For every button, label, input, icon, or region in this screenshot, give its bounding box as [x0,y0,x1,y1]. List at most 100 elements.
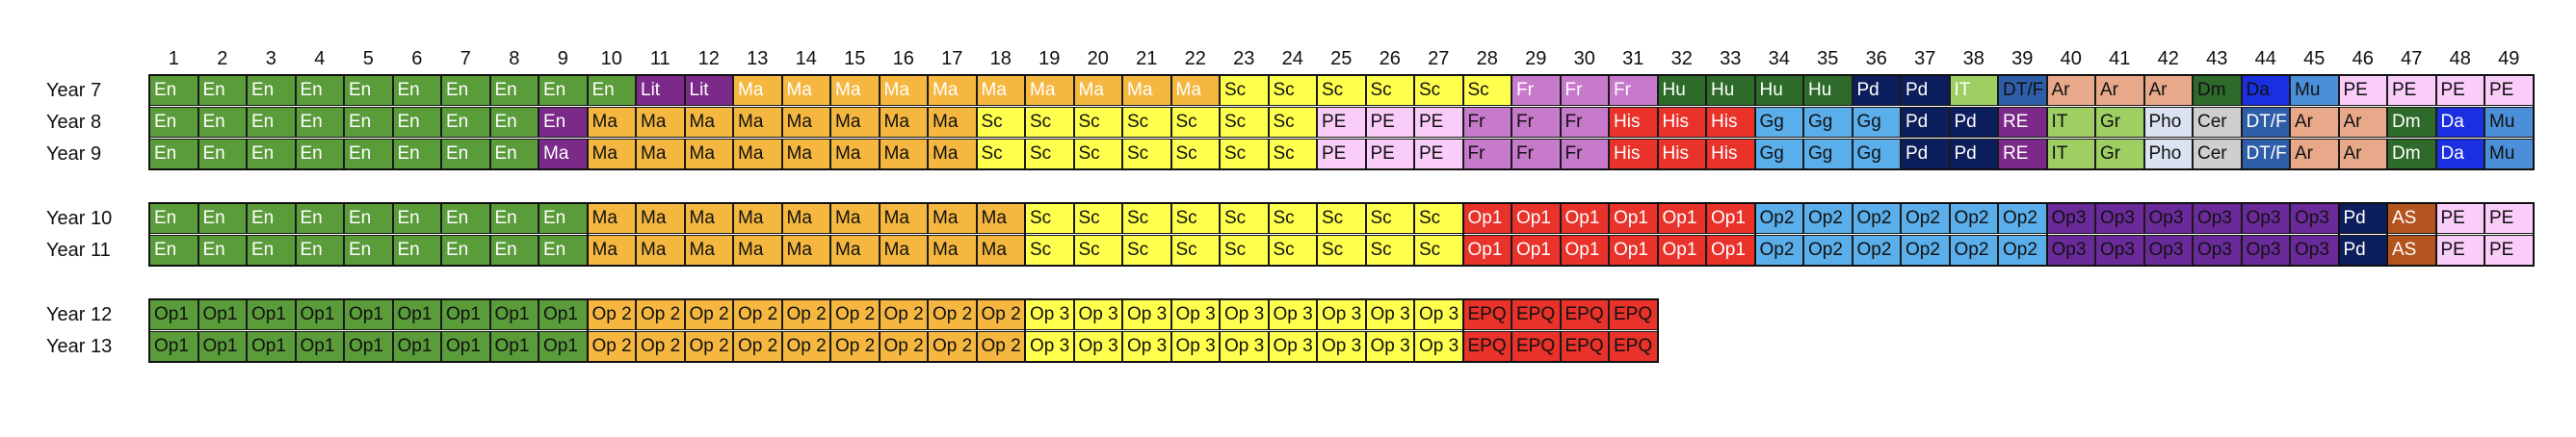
lesson-cell: PE [2484,203,2534,234]
lesson-cell: Sc [1365,203,1414,234]
column-number: 3 [265,48,276,69]
year-label: Year 8 [46,112,102,133]
lesson-cell: Op1 [295,331,344,362]
lesson-cell: En [247,235,296,266]
lesson-cell: Ma [1073,75,1122,106]
lesson-cell: PE [1365,139,1414,169]
lesson-cell: Op 2 [636,299,685,330]
column-number: 16 [892,48,914,69]
lesson-cell: En [149,75,198,106]
lesson-cell: Sc [1073,107,1122,138]
lesson-cell: En [197,139,247,169]
lesson-cell: Fr [1560,107,1609,138]
column-number: 2 [217,48,228,69]
lesson-cell: Ma [781,75,830,106]
column-number: 9 [557,48,568,69]
lesson-cell: Op 3 [1122,331,1171,362]
lesson-cell: Op 2 [587,331,636,362]
year-row: En En En En En En En En Ma Ma Ma Ma Ma Ma Ma Ma Ma Sc Sc Sc… [149,139,2534,169]
year-label: Year 7 [46,80,102,101]
lesson-cell: En [539,235,588,266]
lesson-cell: En [197,75,247,106]
lesson-cell: Sc [1170,107,1220,138]
column-number: 7 [460,48,471,69]
year-row: En En En En En En En En En Ma Ma Ma Ma Ma Ma Ma Ma Sc Sc Sc… [149,107,2534,138]
lesson-cell: Op 2 [781,331,830,362]
column-number: 28 [1476,48,1498,69]
lesson-cell: EPQ [1560,299,1609,330]
lesson-cell: His [1609,139,1658,169]
lesson-cell: Sc [976,107,1025,138]
lesson-cell: Ma [587,107,636,138]
lesson-cell: Ar [2143,75,2193,106]
lesson-cell: Sc [1122,235,1171,266]
lesson-cell: Op1 [441,331,490,362]
lesson-cell: En [247,139,296,169]
lesson-cell: Sc [1025,107,1074,138]
lesson-cell: Sc [1220,235,1269,266]
lesson-cell: Pd [2338,203,2387,234]
lesson-cell: IT [2046,139,2095,169]
lesson-cell: Op3 [2046,203,2095,234]
lesson-cell: His [1706,139,1755,169]
lesson-cell: Op2 [1754,203,1803,234]
lesson-cell: Ma [587,139,636,169]
lesson-cell: Da [2241,75,2290,106]
lesson-cell: En [197,203,247,234]
lesson-cell: Ma [733,75,782,106]
lesson-cell: Op2 [1998,235,2047,266]
lesson-cell: Sc [1365,235,1414,266]
lesson-cell: Sc [1170,203,1220,234]
column-number: 21 [1136,48,1158,69]
lesson-cell: Op1 [1657,203,1706,234]
lesson-cell: Sc [1025,139,1074,169]
lesson-cell: Op1 [295,299,344,330]
lesson-cell: Op1 [1657,235,1706,266]
lesson-cell: Pd [2338,235,2387,266]
lesson-cell: En [247,75,296,106]
lesson-cell: Sc [1414,75,1463,106]
lesson-cell: En [539,203,588,234]
column-number: 41 [2109,48,2131,69]
lesson-cell: Op3 [2095,235,2144,266]
lesson-cell: Ma [879,75,928,106]
year-label: Year 11 [46,240,111,261]
lesson-cell: Ma [1122,75,1171,106]
column-number: 1 [168,48,179,69]
lesson-cell: His [1706,107,1755,138]
lesson-cell: Op2 [1803,203,1853,234]
column-number: 4 [314,48,326,69]
column-number: 34 [1768,48,1790,69]
lesson-cell: Sc [1220,139,1269,169]
column-number: 12 [697,48,720,69]
lesson-cell: Op3 [2143,235,2193,266]
lesson-cell: Op3 [2143,203,2193,234]
lesson-cell: Op1 [1560,235,1609,266]
lesson-cell: Op1 [489,331,539,362]
lesson-cell: EPQ [1462,331,1511,362]
lesson-cell: Ma [733,203,782,234]
column-number: 11 [649,48,670,69]
lesson-cell: Ma [928,139,977,169]
lesson-cell: En [344,75,393,106]
lesson-cell: PE [2435,235,2484,266]
lesson-cell: Op 2 [733,331,782,362]
column-number: 33 [1720,48,1742,69]
lesson-cell: Sc [1220,107,1269,138]
lesson-cell: Op1 [149,331,198,362]
lesson-cell: Op1 [1511,203,1561,234]
lesson-cell: Op 3 [1414,299,1463,330]
lesson-cell: Ma [539,139,588,169]
lesson-cell: Ma [928,107,977,138]
column-number: 24 [1281,48,1303,69]
lesson-cell: Pho [2143,139,2193,169]
lesson-cell: Op 3 [1414,331,1463,362]
lesson-cell: Op1 [247,331,296,362]
lesson-cell: Ar [2290,107,2339,138]
lesson-cell: Op1 [247,299,296,330]
lesson-cell: Sc [1122,203,1171,234]
lesson-cell: En [295,139,344,169]
lesson-cell: Op 3 [1220,331,1269,362]
lesson-cell: Ma [928,203,977,234]
